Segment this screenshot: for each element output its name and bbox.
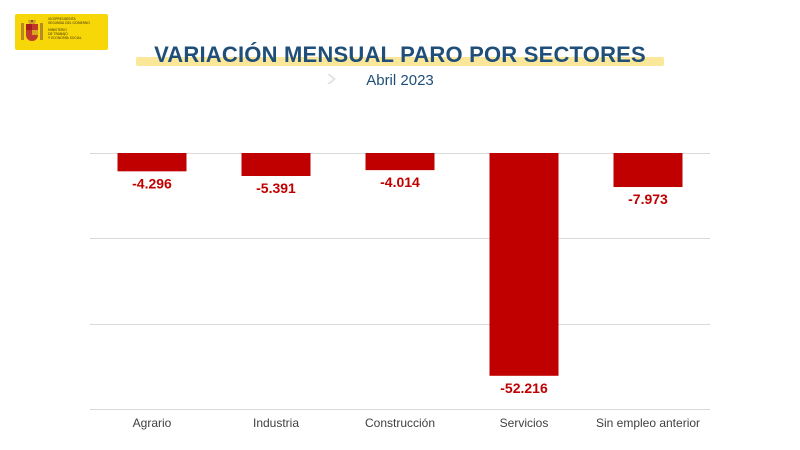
category-label-2: Construcción [365,416,435,430]
bar-4 [613,153,683,188]
data-label-0: -4.296 [132,175,172,191]
chart-subtitle: Abril 2023 [366,72,434,89]
logo-org-line3: Ministerio [48,28,67,32]
government-logo: Vicepresidenta Segunda del Gobierno Mini… [15,14,108,50]
category-label-3: Servicios [500,416,549,430]
category-label-0: Agrario [133,416,172,430]
bar-1 [241,153,311,177]
data-label-2: -4.014 [380,174,420,190]
chevron-right-icon [327,74,336,84]
logo-text: Vicepresidenta Segunda del Gobierno Mini… [48,17,106,40]
category-label-4: Sin empleo anterior [596,416,700,430]
bar-2 [365,153,435,171]
bar-0 [117,153,187,172]
category-label-1: Industria [253,416,299,430]
logo-org-line2: Segunda del Gobierno [48,21,90,25]
logo-org-line5: y Economía Social [48,36,82,40]
logo-org-line4: de Trabajo [48,32,68,36]
chart-title: VARIACIÓN MENSUAL PARO POR SECTORES [154,42,646,67]
data-label-1: -5.391 [256,180,296,196]
coat-of-arms-icon [21,20,43,41]
logo-org-line1: Vicepresidenta [48,17,76,21]
data-label-4: -7.973 [628,191,668,207]
data-label-3: -52.216 [500,380,548,396]
bar-3 [489,153,559,376]
title-highlight-band [136,57,664,66]
